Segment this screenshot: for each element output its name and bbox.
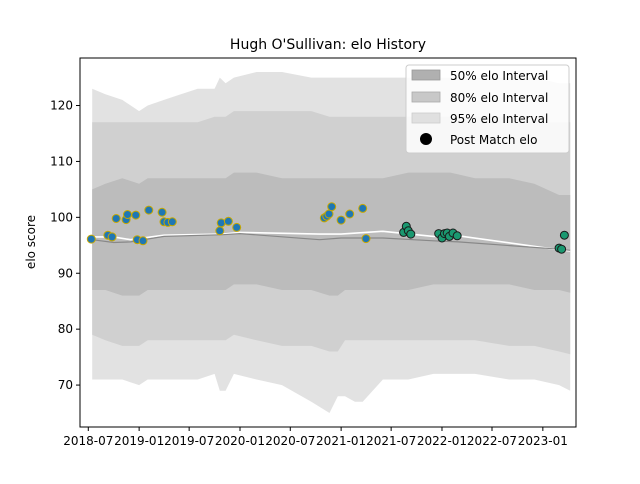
post-match-elo-point	[216, 218, 226, 228]
post-match-elo-point	[406, 229, 416, 239]
x-tick-label: 2022-07	[467, 434, 517, 448]
post-match-elo-point	[144, 205, 154, 215]
y-tick-label: 80	[58, 322, 73, 336]
legend-swatch-80	[411, 91, 441, 103]
post-match-elo-point	[361, 234, 371, 244]
post-match-elo-point	[123, 210, 132, 219]
legend-swatch-50	[411, 69, 441, 81]
y-tick-label: 110	[50, 154, 73, 168]
chart-title: Hugh O'Sullivan: elo History	[230, 37, 426, 53]
y-tick-label: 90	[58, 266, 73, 280]
post-match-elo-point	[327, 202, 337, 212]
legend: 50% elo Interval 80% elo Interval 95% el…	[405, 64, 570, 154]
post-match-elo-point	[336, 215, 346, 225]
post-match-elo-point	[131, 210, 141, 220]
y-tick-label: 100	[50, 210, 73, 224]
post-match-elo-point	[232, 222, 242, 232]
post-match-elo-point	[324, 209, 334, 219]
y-tick-label: 70	[58, 378, 73, 392]
x-axis: 2018-07 2019-01 2019-07 2020-01 2020-07 2021-…	[63, 427, 568, 448]
legend-label-post-match: Post Match elo	[450, 133, 537, 147]
post-match-elo-point	[557, 244, 567, 254]
x-tick-label: 2018-07	[63, 434, 113, 448]
median-elo-line	[92, 232, 571, 251]
x-tick-label: 2019-01	[114, 434, 164, 448]
x-tick-label: 2023-01	[518, 434, 568, 448]
y-axis-label: elo score	[24, 215, 38, 269]
legend-swatch-95	[411, 112, 441, 124]
x-tick-label: 2021-07	[366, 434, 416, 448]
y-axis: 70 80 90 100 110 120	[50, 99, 80, 392]
post-match-elo-point	[107, 232, 117, 242]
post-match-elo-point	[215, 226, 225, 236]
legend-marker-post-match	[420, 133, 432, 145]
post-match-elo-point	[138, 236, 148, 246]
x-tick-label: 2021-01	[316, 434, 366, 448]
post-match-elo-point	[111, 214, 121, 223]
x-tick-label: 2019-07	[164, 434, 214, 448]
post-match-elo-point	[345, 209, 355, 219]
legend-label-50: 50% elo Interval	[450, 69, 548, 83]
post-match-elo-point	[86, 234, 96, 244]
x-tick-label: 2020-07	[265, 434, 315, 448]
y-tick-label: 120	[50, 99, 73, 113]
legend-label-80: 80% elo Interval	[450, 91, 548, 105]
post-match-elo-point	[452, 231, 462, 241]
plot-area	[86, 72, 571, 413]
legend-label-95: 95% elo Interval	[450, 112, 548, 126]
post-match-elo-point	[157, 207, 167, 217]
post-match-elo-point	[559, 230, 569, 240]
post-match-elo-point	[358, 203, 368, 213]
post-match-elo-point	[223, 216, 233, 226]
x-tick-label: 2020-01	[215, 434, 265, 448]
post-match-elo-point	[167, 217, 177, 227]
x-tick-label: 2022-01	[417, 434, 467, 448]
axes-frame	[79, 57, 577, 428]
legend-box	[405, 64, 570, 154]
